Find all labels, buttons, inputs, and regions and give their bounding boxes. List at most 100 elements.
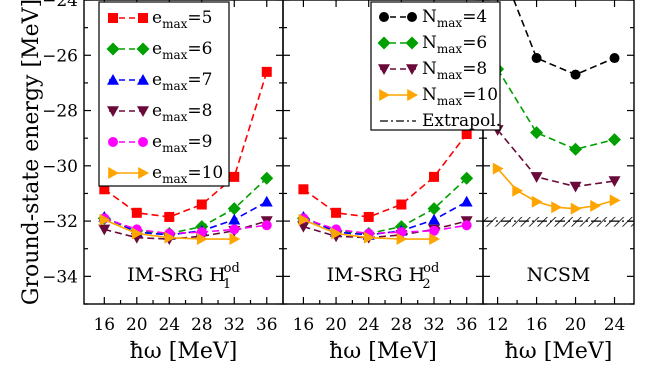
data-point (461, 220, 472, 231)
legend-marker (106, 42, 120, 56)
series-line (303, 177, 468, 235)
series-line (496, 68, 615, 151)
data-point (609, 53, 620, 64)
legend-marker (137, 74, 149, 85)
x-tick-label: 16 (293, 315, 315, 335)
y-tick-label: −34 (42, 267, 78, 287)
x-tick-label: 24 (358, 315, 380, 335)
series-1 (99, 66, 272, 222)
data-point (396, 199, 407, 210)
data-point (99, 184, 110, 195)
legend-entry: emax=7 (107, 70, 212, 93)
y-tick-label: −32 (42, 212, 78, 232)
legend-label: emax=8 (152, 101, 212, 124)
y-tick-label: −30 (42, 157, 78, 177)
legend-label: Nmax=6 (422, 33, 487, 56)
legend-marker (379, 12, 389, 22)
panel-label: IM-SRG Hod 2 (327, 261, 440, 292)
legend-marker (108, 137, 118, 147)
legend-marker (138, 167, 149, 179)
data-point (460, 195, 473, 207)
data-point (260, 171, 274, 185)
data-point (98, 224, 111, 236)
x-tick-label: 20 (325, 315, 347, 335)
x-tick-label: 32 (223, 315, 245, 335)
data-point (164, 211, 175, 222)
panel-1: −34 −32 −30 −28 −26 −24 16 20 24 28 32 36 ħω [MeV] IM… (42, 0, 284, 364)
panel-label: IM-SRG Hod 1 (127, 261, 240, 292)
plot-area (483, 0, 634, 227)
legend-entry: Nmax=4 (379, 7, 487, 30)
series-6 (298, 213, 441, 246)
plot-frame (482, 0, 635, 305)
x-tick-label: 24 (158, 315, 180, 335)
legend-marker (379, 89, 390, 101)
y-tick-label: −26 (42, 46, 78, 66)
data-point (609, 194, 621, 207)
data-point (164, 231, 176, 244)
series-line (302, 133, 468, 218)
data-point (428, 213, 441, 225)
legend-label: emax=7 (152, 70, 212, 93)
data-point (99, 213, 111, 226)
series-line (104, 217, 267, 235)
data-point (298, 213, 310, 226)
legend-entry: Nmax=6 (377, 33, 487, 56)
data-point (570, 69, 581, 80)
legend-marker (377, 36, 391, 50)
x-tick-label: 12 (487, 315, 509, 335)
data-point (590, 199, 602, 212)
data-point (261, 66, 272, 77)
legend-label: Nmax=4 (422, 7, 487, 30)
legend-label: emax=5 (152, 8, 212, 31)
data-point (363, 231, 375, 244)
legend-label: Nmax=10 (422, 85, 498, 108)
data-point (363, 211, 374, 222)
legend-marker (378, 64, 390, 75)
legend-label: Nmax=8 (422, 59, 487, 82)
extrapolation-band (483, 216, 634, 227)
legend-marker (136, 42, 150, 56)
data-point (229, 171, 240, 182)
data-point (427, 202, 441, 216)
series-6 (99, 213, 241, 246)
series-1 (512, 0, 620, 80)
legend-entry: emax=8 (107, 101, 212, 124)
legend-entry: emax=6 (106, 39, 212, 62)
legend-marker (406, 64, 418, 75)
data-point (429, 225, 440, 236)
series-3 (491, 125, 621, 193)
x-tick-label: 16 (93, 315, 115, 335)
data-point (530, 126, 544, 140)
data-point (608, 133, 622, 147)
series-4 (492, 162, 621, 215)
series-line (303, 217, 467, 235)
data-point (131, 207, 142, 218)
x-tick-label: 20 (126, 315, 148, 335)
x-tick-label: 32 (423, 315, 445, 335)
legend-entry: emax=9 (108, 132, 212, 155)
y-tick-label: −28 (42, 102, 78, 122)
series-2 (491, 62, 622, 156)
legend-marker (138, 137, 148, 147)
data-point (429, 233, 441, 246)
x-tick-label: 36 (456, 315, 478, 335)
data-point (531, 53, 542, 64)
legend-marker (107, 74, 119, 85)
y-tick-label: −24 (42, 0, 78, 11)
series-line (104, 177, 268, 235)
x-axis-title: ħω [MeV] (329, 339, 437, 364)
data-point (227, 202, 241, 216)
data-point (429, 171, 440, 182)
legend-entry: Nmax=8 (378, 59, 487, 82)
series-2 (296, 171, 474, 241)
data-point (608, 176, 621, 188)
x-axis-title: ħω [MeV] (505, 339, 613, 364)
legend-entry: Nmax=10 (379, 85, 498, 108)
legend-marker (107, 106, 119, 117)
x-tick-label: 28 (391, 315, 413, 335)
plot-area (97, 66, 274, 246)
series-line (103, 71, 268, 218)
